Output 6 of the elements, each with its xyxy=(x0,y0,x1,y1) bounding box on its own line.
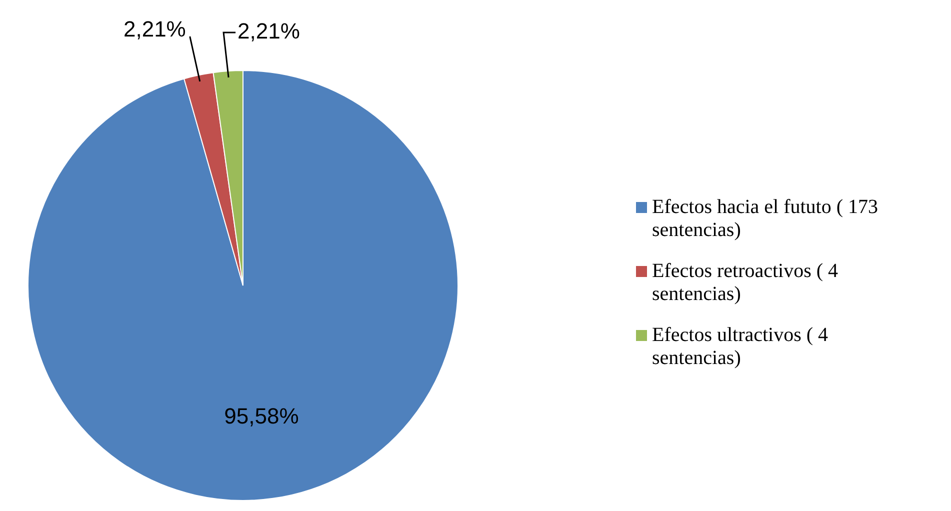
legend-label: Efectos hacia el fututo ( 173 sentencias) xyxy=(652,196,880,242)
data-label: 2,21% xyxy=(123,16,186,42)
data-label: 95,58% xyxy=(224,404,299,429)
data-label: 2,21% xyxy=(238,18,300,44)
legend-label: Efectos ultractivos ( 4 sentencias) xyxy=(652,324,830,370)
legend-label: Efectos retroactivos ( 4 sentencias) xyxy=(652,260,840,306)
